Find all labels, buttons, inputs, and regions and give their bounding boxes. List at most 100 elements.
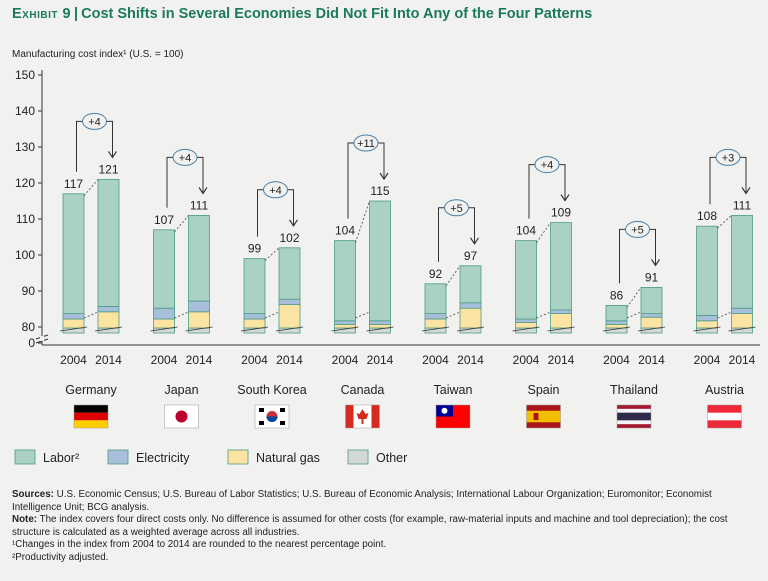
bar-break-mark	[366, 326, 394, 332]
bar-segment-natural-gas	[369, 323, 391, 329]
change-arrowhead	[470, 237, 479, 245]
bar-segment-labor	[515, 240, 537, 320]
bar-segment-labor	[459, 265, 482, 304]
x-year-label: 2014	[186, 353, 213, 367]
bar-value-label: 91	[645, 270, 659, 284]
legend-label: Electricity	[136, 451, 190, 465]
flag-border	[435, 404, 471, 429]
bar-break-mark	[602, 326, 631, 332]
change-value: +5	[631, 224, 644, 236]
flag-border	[707, 404, 742, 429]
bar-segment-natural-gas	[97, 311, 120, 329]
bar-segment-electricity	[334, 320, 356, 325]
flag-border	[526, 404, 561, 429]
bar-segment-natural-gas	[515, 322, 537, 329]
exhibit-label: Exhibit 9	[12, 6, 72, 22]
legend-item-electricity: Electricity	[107, 449, 190, 465]
bar-segment-electricity	[640, 313, 663, 318]
flag-border	[73, 404, 109, 429]
bar-break-mark	[728, 326, 756, 332]
bar-segment-electricity	[153, 307, 175, 320]
flag-stripe	[74, 405, 108, 413]
x-year-label: 2004	[60, 353, 87, 367]
country-name: Austria	[705, 383, 744, 397]
bar-segment-electricity	[550, 309, 572, 314]
flag-trigram	[280, 408, 285, 412]
value-labels: 117 2004 121 2014 +4 107 2004 111 2014 +4 99 2004 10…	[60, 112, 756, 367]
bar-segment-labor	[62, 193, 85, 315]
legend-swatch	[227, 449, 249, 465]
bar-value-label: 92	[429, 267, 443, 281]
x-year-label: 2014	[638, 353, 665, 367]
canada-flag-icon	[345, 404, 380, 429]
note-text: The index covers four direct costs only.…	[12, 514, 728, 538]
legend-swatch	[14, 449, 36, 465]
legend: Labor² Electricity Natural gas Other	[14, 449, 407, 465]
flag-trigram	[280, 421, 285, 425]
flag-sun	[441, 407, 448, 414]
bar-segment-natural-gas	[424, 318, 447, 329]
bar-segment-electricity	[459, 302, 482, 309]
legend-swatch	[347, 449, 369, 465]
base-dashed-line	[174, 311, 189, 319]
flag-stripe	[526, 410, 561, 423]
taiwan-flag-icon	[435, 404, 471, 429]
x-year-label: 2004	[422, 353, 449, 367]
x-year-label: 2004	[513, 353, 540, 367]
legend-label: Natural gas	[256, 451, 320, 465]
flag-stripe	[74, 412, 108, 421]
change-badge	[625, 220, 650, 238]
bar-segment-labor	[278, 247, 301, 300]
title-text: Cost Shifts in Several Economies Did Not…	[81, 6, 593, 22]
bar-value-label: 109	[551, 206, 571, 220]
footnote-1: ¹Changes in the index from 2004 to 2014 …	[12, 539, 387, 551]
legend-label: Labor²	[43, 451, 79, 465]
note-label: Note:	[12, 514, 38, 526]
y-axis-label: Manufacturing cost index¹ (U.S. = 100)	[12, 49, 183, 60]
bar-segment-labor	[153, 229, 175, 309]
change-badge	[263, 181, 288, 199]
country-labels: Germany Japan South Korea Canada Taiwan Spain…	[65, 383, 744, 429]
thailand-flag-icon	[616, 404, 652, 429]
trend-dashed-line	[355, 200, 370, 243]
flag-border	[164, 404, 199, 429]
legend-item-labor: Labor²	[14, 449, 79, 465]
legend-item-other: Other	[347, 449, 407, 465]
bar-segment-natural-gas	[605, 323, 628, 329]
base-dashed-line	[626, 311, 642, 319]
country-name: Canada	[341, 383, 385, 397]
bar-value-label: 107	[154, 213, 174, 227]
change-badge	[82, 112, 107, 130]
change-arrowhead	[108, 151, 117, 159]
bar-value-label: 86	[610, 288, 624, 302]
y-tick-label: 120	[15, 176, 35, 190]
change-arrowhead	[651, 259, 660, 267]
bar-break-mark	[150, 326, 178, 332]
flag-stripe	[617, 412, 651, 421]
x-year-label: 2004	[151, 353, 178, 367]
country-name: Japan	[164, 383, 198, 397]
flag-disc	[175, 410, 188, 423]
flag-taeguk-lower	[266, 416, 278, 422]
change-arrowhead	[560, 194, 570, 202]
bar-segment-natural-gas	[550, 313, 572, 329]
trend-dashed-line	[174, 215, 189, 233]
source-notes: Sources: U.S. Economic Census; U.S. Bure…	[12, 489, 757, 565]
country-name: Thailand	[610, 383, 658, 397]
bar-segment-natural-gas	[153, 318, 175, 329]
spain-flag-icon	[526, 404, 561, 429]
x-year-label: 2014	[729, 353, 756, 367]
change-badge	[444, 199, 469, 217]
bar-segment-labor	[424, 283, 447, 314]
chart-title: Exhibit 9 | Cost Shifts in Several Economi…	[12, 6, 762, 22]
bar-segment-natural-gas	[188, 311, 210, 329]
y-tick-label: 100	[15, 248, 35, 262]
bar-break-mark	[275, 326, 304, 332]
x-year-label: 2004	[694, 353, 721, 367]
bar-segment-natural-gas	[640, 316, 663, 329]
change-arrowhead	[379, 172, 389, 181]
change-arrowhead	[198, 187, 208, 195]
change-value: +4	[269, 185, 282, 197]
bar-segment-electricity	[369, 320, 391, 325]
south-korea-flag-icon	[254, 404, 290, 429]
